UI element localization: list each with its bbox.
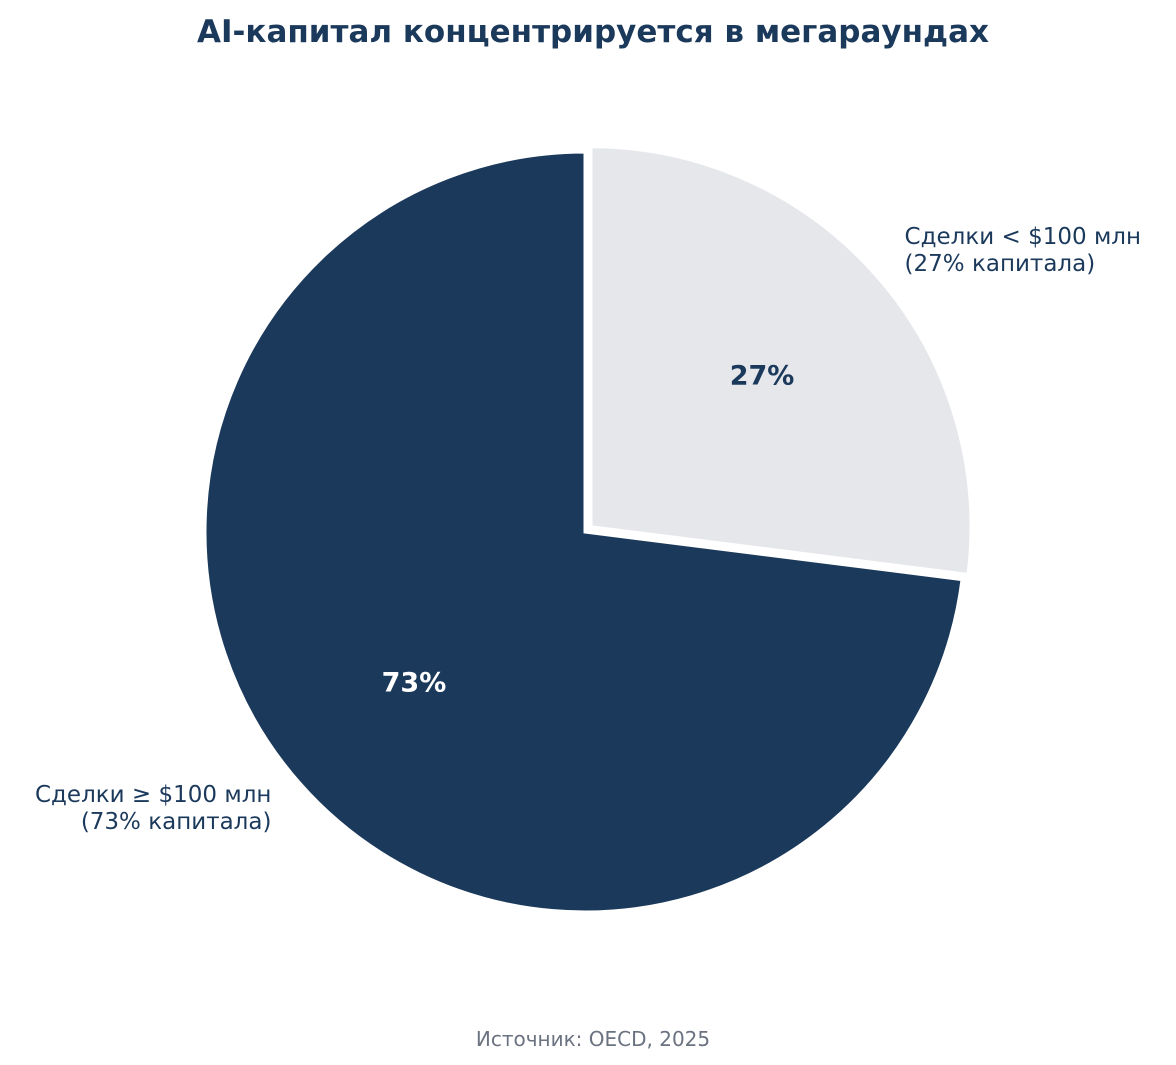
slice-label-line: Сделки < $100 млн (905, 224, 1141, 250)
slice-label-2: Сделки ≥ $100 млн (73% капитала) (35, 782, 271, 835)
source-note: Источник: OECD, 2025 (476, 1027, 710, 1051)
percent-label-1: 27% (730, 360, 795, 391)
slice-label-line: Сделки ≥ $100 млн (35, 782, 271, 808)
pie-slice-2 (203, 150, 964, 914)
chart-title: AI-капитал концентрируется в мегараундах (197, 14, 989, 50)
slice-label-line: (27% капитала) (905, 251, 1096, 277)
percent-label-2: 73% (382, 667, 447, 698)
pie-slices (203, 145, 973, 914)
slice-label-1: Сделки < $100 млн (27% капитала) (905, 224, 1141, 277)
slice-label-line: (73% капитала) (81, 809, 272, 835)
pie-slice-1 (589, 145, 973, 577)
percent-labels: 27% 73% (382, 360, 795, 698)
slice-labels: Сделки < $100 млн (27% капитала) Сделки ≥ … (35, 224, 1141, 835)
